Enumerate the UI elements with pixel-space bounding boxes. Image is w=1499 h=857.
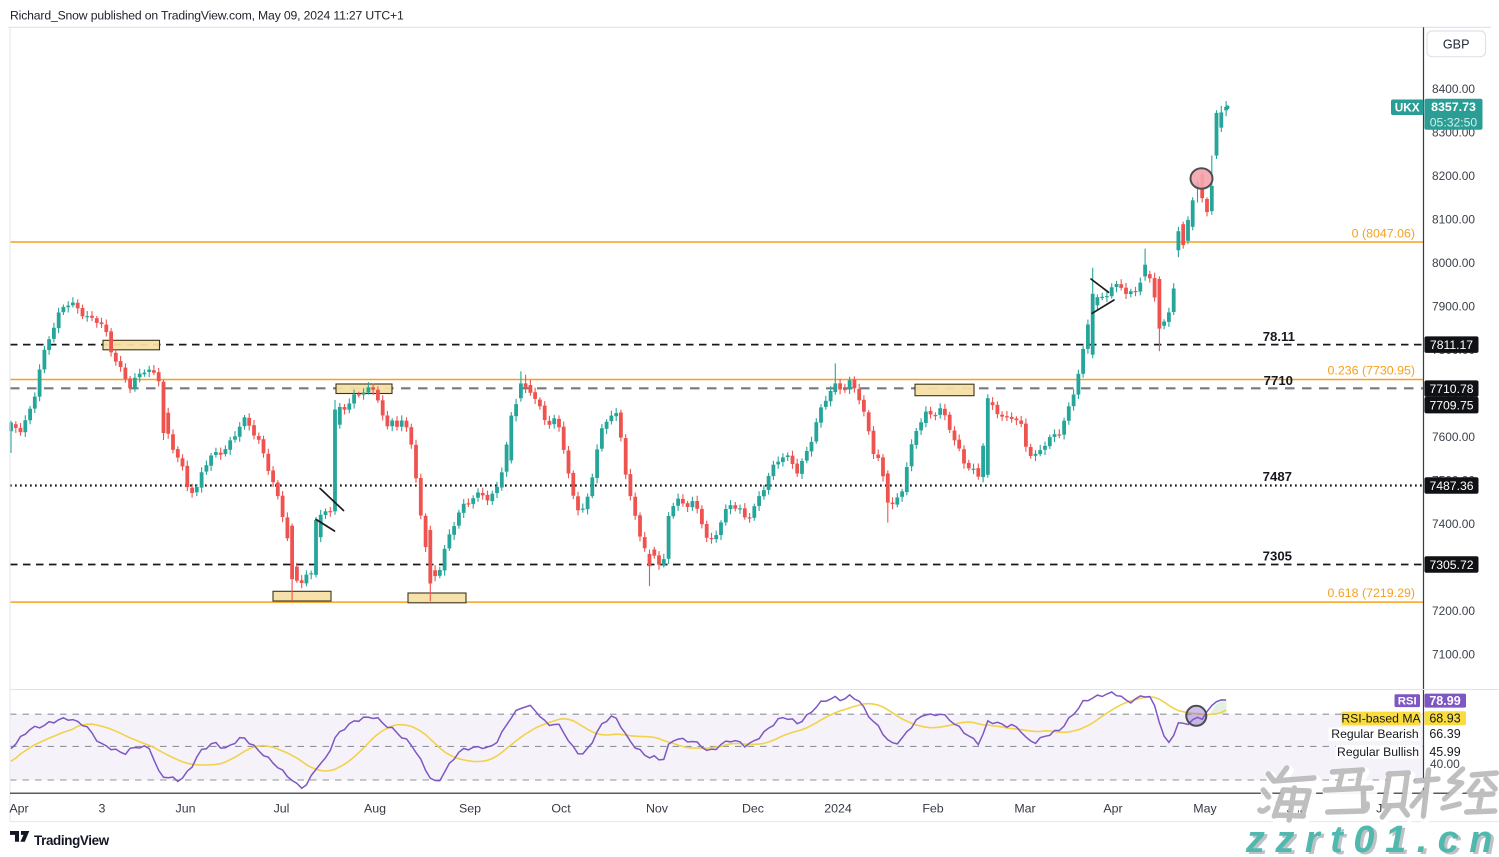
svg-text:2024: 2024 <box>824 801 852 815</box>
svg-text:7400.00: 7400.00 <box>1432 517 1475 531</box>
svg-text:7100.00: 7100.00 <box>1432 647 1475 661</box>
svg-text:Apr: Apr <box>1103 801 1122 815</box>
svg-text:7710: 7710 <box>1264 373 1293 388</box>
svg-text:7709.75: 7709.75 <box>1429 399 1473 413</box>
svg-text:zzrt01.cn: zzrt01.cn <box>1245 819 1499 857</box>
svg-text:RSI-based MA: RSI-based MA <box>1341 711 1421 725</box>
svg-text:0.618 (7219.29): 0.618 (7219.29) <box>1328 586 1416 600</box>
svg-text:Mar: Mar <box>1014 801 1035 815</box>
svg-text:8357.73: 8357.73 <box>1431 100 1476 114</box>
svg-text:78.11: 78.11 <box>1263 329 1295 344</box>
svg-text:TradingView: TradingView <box>34 833 110 848</box>
svg-text:7200.00: 7200.00 <box>1432 604 1475 618</box>
svg-text:45.99: 45.99 <box>1429 745 1460 759</box>
svg-text:0 (8047.06): 0 (8047.06) <box>1352 227 1415 241</box>
svg-text:78.99: 78.99 <box>1429 694 1460 708</box>
svg-text:7900.00: 7900.00 <box>1432 299 1475 313</box>
svg-text:Aug: Aug <box>364 801 386 815</box>
svg-text:Dec: Dec <box>742 801 764 815</box>
svg-text:7487: 7487 <box>1263 469 1292 484</box>
svg-text:UKX: UKX <box>1395 100 1420 114</box>
svg-text:Oct: Oct <box>551 801 571 815</box>
svg-text:zzrt01.cn: zzrt01.cn <box>1248 821 1499 857</box>
svg-text:Sep: Sep <box>459 801 481 815</box>
svg-text:7811.17: 7811.17 <box>1430 338 1473 352</box>
svg-text:Apr: Apr <box>9 801 28 815</box>
svg-text:05:32:50: 05:32:50 <box>1430 115 1478 129</box>
svg-text:7600.00: 7600.00 <box>1432 430 1475 444</box>
svg-text:Richard_Snow published on Trad: Richard_Snow published on TradingView.co… <box>10 9 404 23</box>
svg-text:8400.00: 8400.00 <box>1432 82 1475 96</box>
svg-text:Nov: Nov <box>646 801 669 815</box>
svg-text:Regular Bearish: Regular Bearish <box>1331 727 1418 741</box>
svg-text:GBP: GBP <box>1443 37 1470 51</box>
svg-text:68.93: 68.93 <box>1429 711 1460 725</box>
svg-text:0.236 (7730.95): 0.236 (7730.95) <box>1328 364 1416 378</box>
svg-text:3: 3 <box>99 801 106 815</box>
svg-text:40.00: 40.00 <box>1430 757 1460 771</box>
svg-text:7487.36: 7487.36 <box>1429 479 1473 493</box>
svg-text:Jul: Jul <box>274 801 290 815</box>
svg-text:Regular Bullish: Regular Bullish <box>1337 745 1419 759</box>
svg-text:7710.78: 7710.78 <box>1429 382 1473 396</box>
svg-text:8000.00: 8000.00 <box>1432 256 1475 270</box>
svg-text:Feb: Feb <box>922 801 943 815</box>
svg-text:RSI: RSI <box>1398 696 1417 708</box>
svg-text:66.39: 66.39 <box>1429 727 1460 741</box>
svg-text:7305.72: 7305.72 <box>1429 558 1473 572</box>
svg-text:8100.00: 8100.00 <box>1432 212 1475 226</box>
svg-text:7305: 7305 <box>1263 549 1292 564</box>
svg-text:8200.00: 8200.00 <box>1432 169 1475 183</box>
svg-text:Jun: Jun <box>176 801 196 815</box>
svg-text:May: May <box>1193 801 1217 815</box>
